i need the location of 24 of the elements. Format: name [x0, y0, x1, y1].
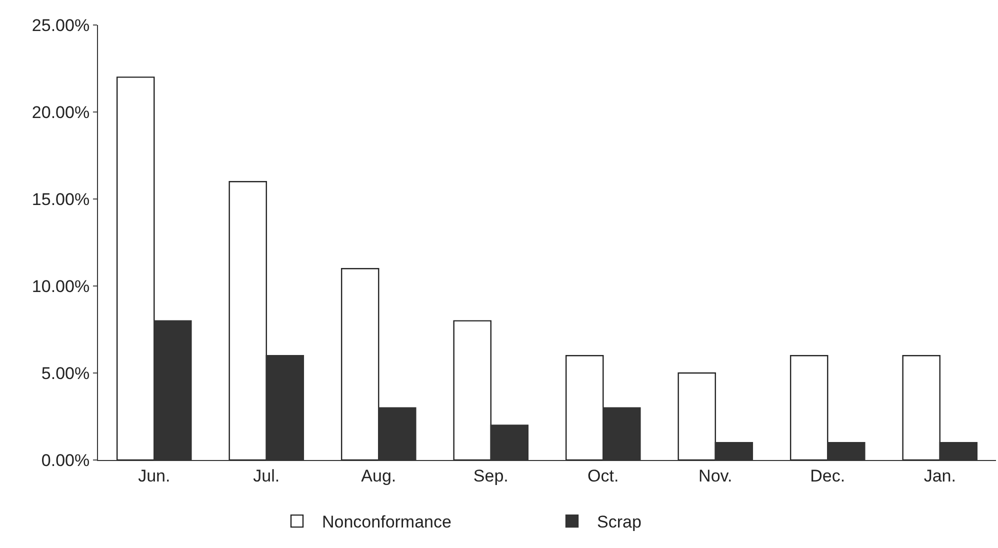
x-tick-label: Jan. — [924, 466, 956, 486]
bar — [340, 268, 380, 460]
x-tick-label: Oct. — [588, 466, 619, 486]
x-tick-label: Jun. — [138, 466, 170, 486]
bar — [565, 355, 604, 460]
legend-label: Nonconformance — [322, 512, 452, 532]
y-tick-label: 10.00% — [32, 276, 90, 296]
x-tick-label: Jul. — [253, 466, 280, 486]
bar — [902, 355, 940, 460]
y-tick-label: 0.00% — [41, 450, 90, 470]
bar — [678, 372, 716, 460]
x-tick-label: Sep. — [473, 466, 508, 486]
y-tick-label: 15.00% — [32, 190, 90, 209]
x-tick-label: Dec. — [810, 466, 846, 486]
y-tick-label: 5.00% — [41, 364, 90, 383]
bar — [453, 320, 492, 460]
bar — [116, 76, 155, 460]
x-tick-label: Nov. — [698, 466, 732, 486]
bar — [228, 181, 267, 460]
y-tick-label: 25.00% — [32, 16, 90, 35]
y-tick-label: 20.00% — [32, 102, 90, 122]
x-tick-label: Aug. — [361, 466, 396, 486]
legend-label: Scrap — [597, 512, 642, 532]
bar — [790, 355, 828, 460]
